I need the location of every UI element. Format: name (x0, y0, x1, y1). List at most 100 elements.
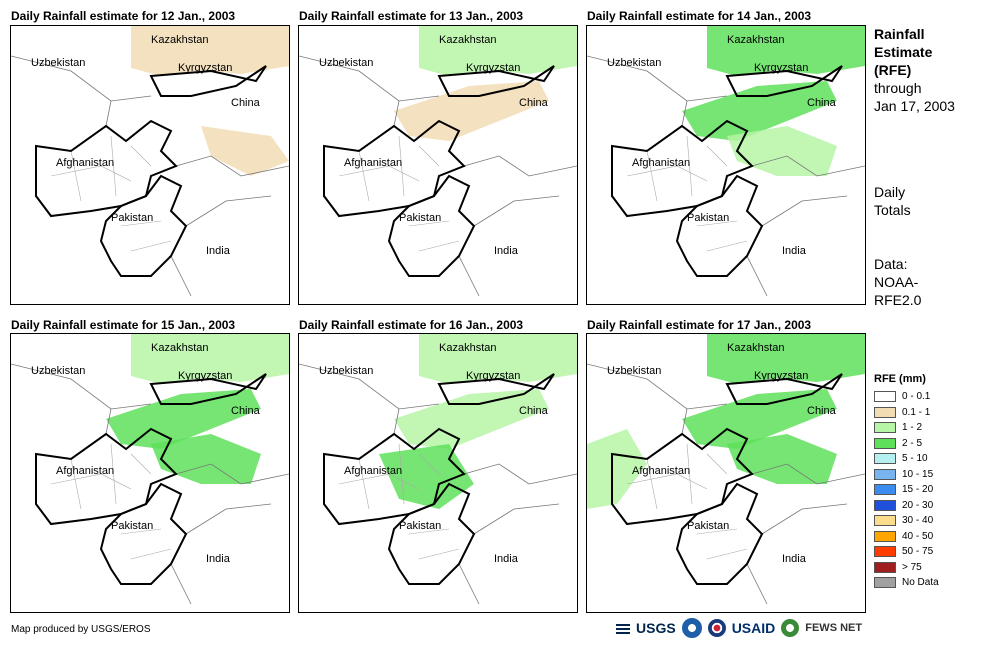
rainfall-area (707, 334, 865, 384)
map-panel-4: Kazakhstan Uzbekistan Kyrgyzstan China Afgha… (10, 333, 290, 613)
legend-swatch (874, 391, 896, 403)
country-label-kazakhstan: Kazakhstan (439, 342, 496, 354)
legend-item: 0.1 - 1 (874, 405, 939, 421)
country-border (11, 55, 289, 297)
afghanistan-outline (323, 427, 466, 526)
legend-label: 20 - 30 (902, 499, 934, 511)
legend-item: 15 - 20 (874, 482, 939, 498)
afghanistan-outline (611, 119, 754, 218)
pakistan-outline (675, 482, 764, 585)
legend-swatch (874, 468, 896, 480)
side-totals: Daily Totals (874, 183, 911, 219)
rainfall-area (201, 126, 289, 176)
legend-item: > 75 (874, 560, 939, 576)
legend-label: No Data (902, 577, 939, 589)
country-label-uzbekistan: Uzbekistan (319, 57, 373, 69)
country-label-uzbekistan: Uzbekistan (607, 57, 661, 69)
kyrgyzstan-outline (437, 373, 555, 405)
legend-title: RFE (mm) (874, 373, 926, 385)
country-label-kyrgyzstan: Kyrgyzstan (754, 62, 808, 74)
kyrgyzstan-outline (149, 65, 267, 97)
pakistan-outline (675, 174, 764, 277)
rainfall-area (727, 434, 837, 484)
legend-item: 50 - 75 (874, 544, 939, 560)
legend-label: 40 - 50 (902, 530, 934, 542)
legend-item: 40 - 50 (874, 529, 939, 545)
side-title-line3: (RFE) (874, 62, 912, 78)
side-title-line5: Jan 17, 2003 (874, 98, 955, 114)
legend-label: 15 - 20 (902, 484, 934, 496)
afghanistan-outline (35, 427, 178, 526)
side-data-line2: NOAA- (874, 274, 919, 290)
country-border (587, 363, 865, 605)
legend-label: 1 - 2 (902, 422, 923, 434)
rainfall-area (727, 126, 837, 176)
province-border (50, 135, 172, 252)
side-title-line1: Rainfall (874, 26, 925, 42)
country-label-india: India (782, 553, 807, 565)
country-label-uzbekistan: Uzbekistan (31, 365, 85, 377)
country-label-kazakhstan: Kazakhstan (727, 34, 784, 46)
map-svg: Kazakhstan Uzbekistan Kyrgyzstan China Afgha… (11, 334, 289, 605)
country-label-pakistan: Pakistan (399, 212, 441, 224)
map-svg: Kazakhstan Uzbekistan Kyrgyzstan China Afgha… (299, 26, 577, 297)
country-label-kyrgyzstan: Kyrgyzstan (178, 62, 232, 74)
legend-item: 5 - 10 (874, 451, 939, 467)
country-label-china: China (807, 97, 837, 109)
legend-swatch (874, 484, 896, 496)
country-label-india: India (494, 553, 519, 565)
usgs-logo: USGS (636, 620, 676, 636)
country-label-afghanistan: Afghanistan (344, 465, 402, 477)
usgs-logo-icon (616, 622, 630, 634)
kyrgyzstan-outline (149, 373, 267, 405)
country-label-china: China (519, 405, 549, 417)
legend-swatch (874, 453, 896, 465)
legend-items: 0 - 0.1 0.1 - 1 1 - 2 2 - 5 5 - 10 10 - 15 15 … (874, 389, 939, 591)
country-label-kazakhstan: Kazakhstan (727, 342, 784, 354)
map-panel-5: Kazakhstan Uzbekistan Kyrgyzstan China Afgha… (298, 333, 578, 613)
pakistan-outline (387, 482, 476, 585)
kyrgyzstan-outline (725, 65, 843, 97)
country-label-india: India (206, 553, 231, 565)
province-border (338, 135, 460, 252)
country-label-kyrgyzstan: Kyrgyzstan (466, 370, 520, 382)
map-panel-1: Kazakhstan Uzbekistan Kyrgyzstan China Afgha… (10, 25, 290, 305)
kyrgyzstan-outline (725, 373, 843, 405)
country-label-afghanistan: Afghanistan (632, 157, 690, 169)
rainfall-area (394, 81, 549, 141)
map-svg: Kazakhstan Uzbekistan Kyrgyzstan China Afgha… (299, 334, 577, 605)
rainfall-area (131, 334, 289, 384)
country-label-china: China (231, 97, 261, 109)
map-panel-6: Kazakhstan Uzbekistan Kyrgyzstan China Afgha… (586, 333, 866, 613)
map-svg: Kazakhstan Uzbekistan Kyrgyzstan China Afgha… (587, 334, 865, 605)
rainfall-area (587, 429, 647, 509)
panel-title-1: Daily Rainfall estimate for 12 Jan., 200… (11, 9, 236, 23)
legend: RFE (mm) 0 - 0.1 0.1 - 1 1 - 2 2 - 5 5 - 10 1… (874, 373, 939, 591)
map-svg: Kazakhstan Uzbekistan Kyrgyzstan China Afgha… (11, 26, 289, 297)
legend-swatch (874, 422, 896, 434)
panel-title-2: Daily Rainfall estimate for 13 Jan., 200… (299, 9, 524, 23)
legend-label: 5 - 10 (902, 453, 928, 465)
legend-swatch (874, 546, 896, 558)
pakistan-outline (99, 174, 188, 277)
province-border (626, 443, 748, 560)
country-border (299, 55, 577, 297)
map-panel-3: Kazakhstan Uzbekistan Kyrgyzstan China Afgha… (586, 25, 866, 305)
kyrgyzstan-outline (437, 65, 555, 97)
map-panel-2: Kazakhstan Uzbekistan Kyrgyzstan China Afgha… (298, 25, 578, 305)
legend-swatch (874, 406, 896, 418)
fews-net-logo: FEWS NET (805, 622, 863, 634)
country-label-kyrgyzstan: Kyrgyzstan (178, 370, 232, 382)
legend-item: 30 - 40 (874, 513, 939, 529)
country-label-kyrgyzstan: Kyrgyzstan (754, 370, 808, 382)
country-label-china: China (807, 405, 837, 417)
province-border (50, 443, 172, 560)
rainfall-area (394, 389, 549, 449)
afghanistan-outline (611, 427, 754, 526)
side-title-line2: Estimate (874, 44, 933, 60)
side-title-line4: through (874, 80, 922, 96)
nasa-seal-icon (707, 619, 726, 637)
country-label-uzbekistan: Uzbekistan (607, 365, 661, 377)
province-border (338, 443, 460, 560)
country-label-pakistan: Pakistan (399, 520, 441, 532)
